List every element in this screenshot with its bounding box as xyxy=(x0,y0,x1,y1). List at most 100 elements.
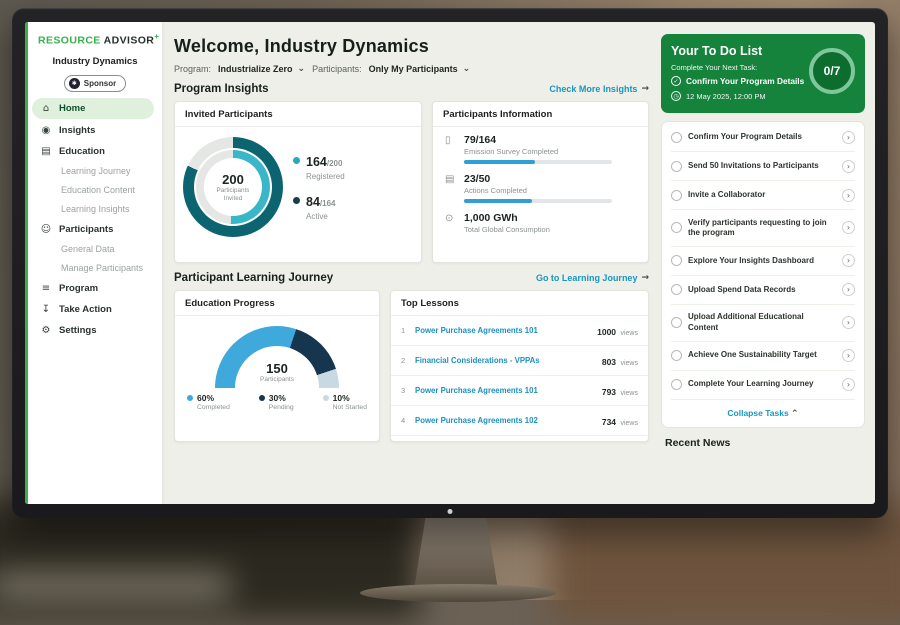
task-checkbox[interactable] xyxy=(671,255,682,267)
stat-label: Actions Completed xyxy=(464,186,527,195)
task-chevron-icon[interactable]: › xyxy=(842,130,855,144)
todo-subtitle: Complete Your Next Task: xyxy=(671,63,758,72)
todo-task-row[interactable]: Confirm Your Program Details › xyxy=(671,123,855,152)
gauge-center-label: Participants xyxy=(260,376,294,383)
task-checkbox[interactable] xyxy=(671,189,682,201)
todo-task-row[interactable]: Complete Your Learning Journey › xyxy=(671,371,855,400)
sponsor-badge[interactable]: ✱ Sponsor xyxy=(63,74,127,92)
legend-value: 164 xyxy=(306,155,327,169)
participants-information-title: Participants Information xyxy=(433,102,648,127)
go-to-learning-journey-link[interactable]: Go to Learning Journey → xyxy=(536,273,649,283)
sidebar-item[interactable]: ☺ Participants xyxy=(28,219,162,240)
todo-task-row[interactable]: Send 50 Invitations to Participants › xyxy=(671,152,855,181)
todo-next-task[interactable]: ✓ Confirm Your Program Details xyxy=(671,76,811,86)
lesson-row: 4 Power Purchase Agreements 102 734 view… xyxy=(391,406,648,436)
check-more-insights-label: Check More Insights xyxy=(549,84,638,94)
sidebar-item[interactable]: ▤ Education xyxy=(28,141,162,162)
legend-label: Not Started xyxy=(332,404,367,411)
task-chevron-icon[interactable]: › xyxy=(842,316,855,330)
sidebar-item[interactable]: Education Content xyxy=(28,181,162,200)
education-legend-item: 60% Completed xyxy=(187,393,230,411)
lesson-views: 803 views xyxy=(602,352,638,370)
legend-text: 84/164 Active xyxy=(306,193,335,221)
sidebar-item[interactable]: Manage Participants xyxy=(28,259,162,278)
todo-task-row[interactable]: Verify participants requesting to join t… xyxy=(671,210,855,247)
task-label: Complete Your Learning Journey xyxy=(688,379,814,389)
sidebar-item[interactable]: General Data xyxy=(28,240,162,259)
lesson-link[interactable]: Power Purchase Agreements 102 xyxy=(415,416,538,425)
sidebar-item-icon: ⌂ xyxy=(42,102,50,114)
task-checkbox[interactable] xyxy=(671,131,682,143)
org-name: Industry Dynamics xyxy=(52,55,138,67)
todo-task-row[interactable]: Upload Spend Data Records › xyxy=(671,276,855,305)
check-more-insights-link[interactable]: Check More Insights → xyxy=(549,84,649,94)
task-checkbox[interactable] xyxy=(671,284,682,296)
program-filter-value: Industrialize Zero xyxy=(218,64,293,74)
education-legend-item: 30% Pending xyxy=(258,393,294,411)
lesson-views: 793 views xyxy=(602,382,638,400)
stat-progress-fill xyxy=(464,199,533,203)
task-chevron-icon[interactable]: › xyxy=(842,159,855,173)
sidebar-item[interactable]: Learning Insights xyxy=(28,200,162,219)
legend-item: 164/200 Registered xyxy=(293,153,345,181)
collapse-tasks-label: Collapse Tasks xyxy=(727,407,789,418)
stat-value: 23/50 xyxy=(464,173,491,185)
lesson-views-suffix: views xyxy=(620,359,638,367)
task-chevron-icon[interactable]: › xyxy=(842,188,855,202)
sidebar-item-label: General Data xyxy=(61,244,115,254)
task-checkbox[interactable] xyxy=(671,222,682,234)
lesson-link[interactable]: Power Purchase Agreements 101 xyxy=(415,386,538,395)
task-checkbox[interactable] xyxy=(671,350,682,362)
stat-progress-track xyxy=(464,199,612,203)
task-chevron-icon[interactable]: › xyxy=(842,378,855,392)
participants-filter-dropdown[interactable]: Only My Participants ⌄ xyxy=(369,64,471,74)
lesson-link[interactable]: Financial Considerations - VPPAs xyxy=(415,356,540,365)
sidebar-item[interactable]: Learning Journey xyxy=(28,162,162,181)
donut-center: 200 Participants Invited xyxy=(204,158,262,216)
todo-task-row[interactable]: Upload Additional Educational Content › xyxy=(671,305,855,342)
task-chevron-icon[interactable]: › xyxy=(842,283,855,297)
todo-tasks-list: Confirm Your Program Details › Send 50 I… xyxy=(671,123,855,400)
lesson-link[interactable]: Power Purchase Agreements 101 xyxy=(415,326,538,335)
sidebar-item[interactable]: ↧ Take Action xyxy=(28,299,162,320)
task-checkbox[interactable] xyxy=(671,379,682,391)
lesson-views: 600 views xyxy=(602,442,638,443)
stat-body: 23/50 Actions Completed xyxy=(464,173,612,203)
collapse-caret-icon: ⌃ xyxy=(791,408,799,419)
monitor-stand-base xyxy=(360,584,556,602)
task-checkbox[interactable] xyxy=(671,317,682,329)
sidebar-item[interactable]: ◉ Insights xyxy=(28,120,162,141)
sidebar-item[interactable]: ⚙ Settings xyxy=(28,320,162,341)
todo-task-row[interactable]: Invite a Collaborator › xyxy=(671,181,855,210)
task-checkbox[interactable] xyxy=(671,160,682,172)
logo-plus: + xyxy=(154,32,160,41)
education-legend: 60% Completed 30% Pending xyxy=(175,383,379,411)
background-bottom-strip xyxy=(0,572,230,602)
todo-tasks-card: Confirm Your Program Details › Send 50 I… xyxy=(661,121,865,428)
task-chevron-icon[interactable]: › xyxy=(842,349,855,363)
go-to-learning-journey-label: Go to Learning Journey xyxy=(535,273,638,283)
donut-center-value: 200 xyxy=(222,171,244,187)
todo-due-date-label: 12 May 2025, 12:00 PM xyxy=(686,91,766,101)
legend-total: /200 xyxy=(326,159,343,168)
stat-icon: ⊙ xyxy=(445,213,454,224)
donut-center-label: Participants Invited xyxy=(216,186,250,202)
sidebar-item[interactable]: ⌂ Home xyxy=(32,97,154,119)
program-insights-header: Program Insights Check More Insights → xyxy=(174,83,649,95)
legend-dot xyxy=(258,395,265,401)
task-chevron-icon[interactable]: › xyxy=(842,221,855,235)
legend-dot xyxy=(187,395,193,401)
invited-donut-chart: 200 Participants Invited xyxy=(183,137,283,237)
sidebar-item-icon: ☺ xyxy=(40,223,52,235)
legend-percent: 30% xyxy=(268,393,286,403)
lesson-row: 3 Power Purchase Agreements 101 793 view… xyxy=(391,376,648,406)
program-filter-dropdown[interactable]: Industrialize Zero ⌄ xyxy=(218,64,305,74)
collapse-tasks-link[interactable]: Collapse Tasks ⌃ xyxy=(671,400,855,427)
donut-ring-gap: 200 Participants Invited xyxy=(194,148,272,226)
legend-value-row: 164/200 xyxy=(306,153,345,171)
todo-task-row[interactable]: Achieve One Sustainability Target › xyxy=(671,342,855,371)
task-chevron-icon[interactable]: › xyxy=(842,254,855,268)
sidebar-item[interactable]: ≡ Program xyxy=(28,278,162,299)
todo-task-row[interactable]: Explore Your Insights Dashboard › xyxy=(671,247,855,276)
lesson-views-suffix: views xyxy=(620,419,638,427)
